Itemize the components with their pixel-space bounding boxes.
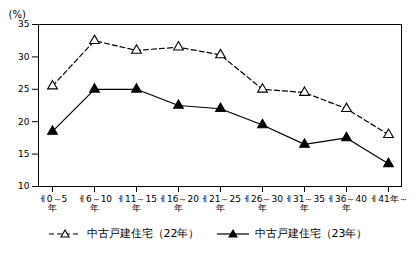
svg-text:20: 20: [18, 117, 30, 127]
svg-text:ㅔ16～20年: ㅔ16～20年: [158, 194, 199, 213]
html-text:中古戸建住宅（23年）: 中古戸建住宅（23年）: [254, 227, 368, 240]
svg-text:35: 35: [18, 19, 29, 29]
html-text:中古戸建住宅（22年）: 中古戸建住宅（22年）: [86, 227, 200, 240]
svg-text:ㅔ11～15年: ㅔ11～15年: [116, 194, 157, 213]
svg-text:ㅔ41年～: ㅔ41年～: [369, 194, 407, 204]
svg-text:15: 15: [18, 149, 29, 159]
svg-text:10: 10: [18, 181, 30, 191]
svg-text:30: 30: [18, 52, 30, 62]
svg-text:ㅔ36～40年: ㅔ36～40年: [326, 194, 367, 213]
svg-text:ㅔ31～35年: ㅔ31～35年: [284, 194, 325, 213]
svg-text:ㅔ0～5年: ㅔ0～5年: [38, 194, 67, 213]
svg-text:25: 25: [18, 84, 29, 94]
svg-text:(%): (%): [9, 9, 26, 20]
svg-text:ㅔ21～25年: ㅔ21～25年: [200, 194, 241, 213]
svg-text:ㅔ26～30年: ㅔ26～30年: [242, 194, 283, 213]
svg-text:ㅔ6～10年: ㅔ6～10年: [77, 194, 112, 213]
